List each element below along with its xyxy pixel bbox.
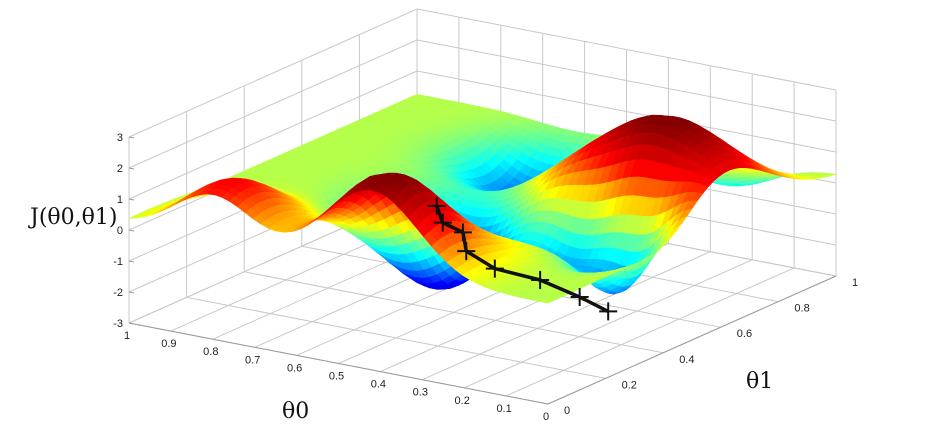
z-tick-label: 3 bbox=[117, 132, 123, 144]
theta1-tick-label: 1 bbox=[852, 277, 858, 289]
theta1-tick-label: 0.8 bbox=[794, 303, 809, 315]
z-tick-label: -1 bbox=[113, 256, 123, 268]
theta0-tick-label: 0.4 bbox=[371, 379, 386, 391]
descent-step-marker bbox=[570, 288, 589, 307]
theta0-tick-label: 0.7 bbox=[245, 354, 260, 366]
descent-step-marker bbox=[531, 270, 550, 289]
theta0-tick-label: 1 bbox=[124, 330, 130, 342]
theta0-tick-label: 0.9 bbox=[161, 338, 176, 350]
theta0-tick-label: 0.6 bbox=[287, 362, 302, 374]
gradient-descent-path bbox=[427, 196, 618, 321]
x-axis-label: θ0 bbox=[282, 399, 309, 424]
theta1-tick-label: 0.2 bbox=[622, 379, 637, 391]
z-tick-label: 0 bbox=[117, 225, 123, 237]
theta0-tick-label: 0.5 bbox=[329, 371, 344, 383]
theta1-tick-label: 0 bbox=[564, 405, 570, 417]
theta0-tick-label: 0 bbox=[543, 411, 549, 423]
descent-step-marker bbox=[485, 259, 504, 278]
z-tick-label: -3 bbox=[113, 318, 123, 330]
z-tick-label: -2 bbox=[113, 287, 123, 299]
descent-step-marker bbox=[427, 196, 446, 215]
theta1-tick-label: 0.6 bbox=[737, 328, 752, 340]
z-tick-label: 2 bbox=[117, 163, 123, 175]
cost-surface bbox=[128, 93, 837, 304]
descent-step-marker bbox=[433, 213, 452, 232]
z-axis-label: J(θ0,θ1) bbox=[28, 205, 117, 230]
theta0-tick-label: 0.3 bbox=[413, 387, 428, 399]
theta0-tick-label: 0.1 bbox=[496, 403, 511, 415]
descent-step-marker bbox=[599, 302, 618, 321]
theta1-tick-label: 0.4 bbox=[679, 354, 694, 366]
z-tick-label: 1 bbox=[117, 194, 123, 206]
descent-step-marker bbox=[457, 242, 476, 261]
descent-path-line bbox=[435, 205, 609, 313]
theta0-tick-label: 0.2 bbox=[455, 395, 470, 407]
descent-step-marker bbox=[453, 223, 472, 242]
y-axis-label: θ1 bbox=[746, 369, 773, 394]
theta0-tick-label: 0.8 bbox=[203, 346, 218, 358]
